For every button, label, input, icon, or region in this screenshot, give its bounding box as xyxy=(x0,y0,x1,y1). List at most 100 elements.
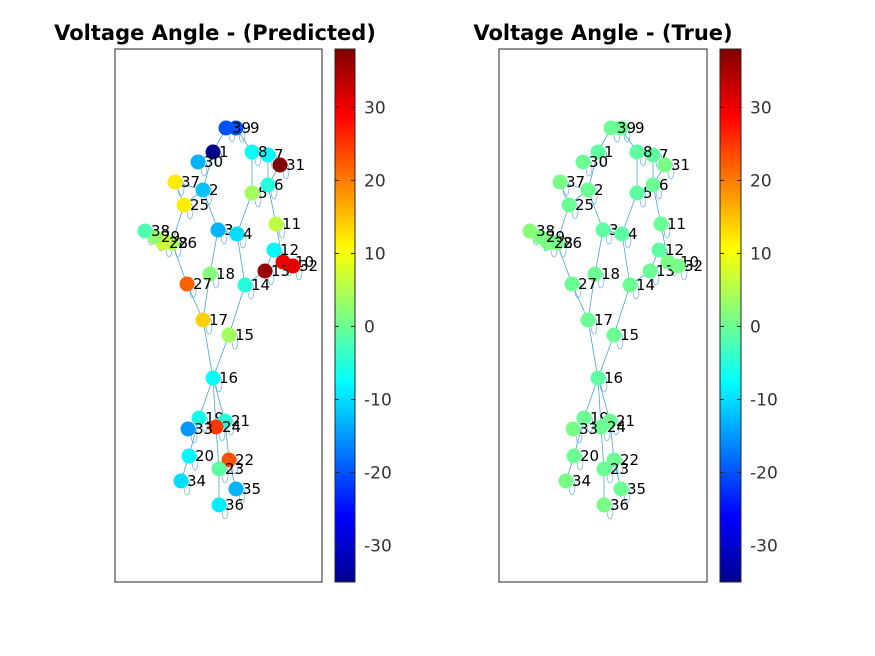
node-8 xyxy=(629,144,645,160)
node-2 xyxy=(580,182,596,198)
edge-4-14 xyxy=(236,233,246,286)
node-6 xyxy=(260,177,276,193)
chart-predicted: Voltage Angle - (Predicted) 123 45 6789101… xyxy=(54,21,392,583)
network-nodes: 123 45 67891011121314151617181920212223242… xyxy=(137,119,318,514)
node-33 xyxy=(565,421,581,437)
node-34 xyxy=(558,473,574,489)
node-label-29: 29 xyxy=(161,228,180,246)
node-label-31: 31 xyxy=(286,156,305,174)
node-label-14: 14 xyxy=(636,276,655,294)
node-label-27: 27 xyxy=(578,275,597,293)
node-label-25: 25 xyxy=(190,196,209,214)
node-31 xyxy=(272,157,288,173)
colorbar-ticks: 30 20 10 0 -10 -20 -30 xyxy=(335,98,392,556)
node-39 xyxy=(603,120,619,136)
colorbar-tick-label: -30 xyxy=(364,536,392,556)
node-36 xyxy=(211,497,227,513)
node-4 xyxy=(614,226,630,242)
node-11 xyxy=(268,216,284,232)
node-7 xyxy=(645,147,661,163)
node-label-32: 32 xyxy=(299,257,318,275)
edge-16-17 xyxy=(202,319,214,379)
colorbar-tick-label: -10 xyxy=(364,390,392,410)
node-label-28: 28 xyxy=(169,234,188,252)
node-35 xyxy=(228,481,244,497)
node-17 xyxy=(195,312,211,328)
node-38 xyxy=(522,223,538,239)
node-13 xyxy=(642,263,658,279)
node-31 xyxy=(657,157,673,173)
node-35 xyxy=(613,481,629,497)
edge-17-18 xyxy=(587,273,596,321)
node-label-33: 33 xyxy=(194,420,213,438)
node-22 xyxy=(221,452,237,468)
colorbar-tick-label: -20 xyxy=(364,463,392,483)
node-30 xyxy=(190,154,206,170)
node-1 xyxy=(590,144,606,160)
node-27 xyxy=(179,276,195,292)
edge-16-24 xyxy=(212,377,217,428)
node-8 xyxy=(244,144,260,160)
node-label-11: 11 xyxy=(282,215,301,233)
node-label-34: 34 xyxy=(187,472,206,490)
node-15 xyxy=(606,327,622,343)
node-label-8: 8 xyxy=(258,143,268,161)
network-nodes: 123 45 67891011121314151617181920212223242… xyxy=(522,119,703,514)
node-16 xyxy=(590,370,606,386)
node-label-32: 32 xyxy=(684,257,703,275)
node-3 xyxy=(595,222,611,238)
colorbar-tick-label: -20 xyxy=(750,463,778,483)
chart-title: Voltage Angle - (Predicted) xyxy=(54,21,376,45)
node-label-7: 7 xyxy=(659,146,669,164)
node-label-34: 34 xyxy=(572,472,591,490)
colorbar-tick-label: 20 xyxy=(750,171,772,191)
node-12 xyxy=(266,242,282,258)
colorbar-tick-label: 10 xyxy=(750,244,772,264)
edge-17-18 xyxy=(202,273,211,321)
node-25 xyxy=(561,197,577,213)
node-label-21: 21 xyxy=(231,412,250,430)
edge-16-17 xyxy=(587,319,599,379)
node-label-4: 4 xyxy=(243,225,253,243)
node-label-15: 15 xyxy=(235,326,254,344)
node-4 xyxy=(229,226,245,242)
node-label-16: 16 xyxy=(604,369,623,387)
edge-16-24 xyxy=(597,377,602,428)
node-label-35: 35 xyxy=(242,480,261,498)
node-7 xyxy=(260,147,276,163)
colorbar-tick-label: 30 xyxy=(364,98,386,118)
node-27 xyxy=(564,276,580,292)
node-label-26: 26 xyxy=(178,234,197,252)
node-label-36: 36 xyxy=(610,496,629,514)
node-23 xyxy=(211,461,227,477)
node-label-4: 4 xyxy=(628,225,638,243)
colorbar: 30 20 10 0 -10 -20 -30 xyxy=(334,48,392,583)
node-label-9: 9 xyxy=(635,119,645,137)
node-15 xyxy=(221,327,237,343)
node-label-20: 20 xyxy=(580,447,599,465)
node-17 xyxy=(580,312,596,328)
node-label-3: 3 xyxy=(224,221,234,239)
node-label-12: 12 xyxy=(280,241,299,259)
node-label-1: 1 xyxy=(219,143,229,161)
node-label-14: 14 xyxy=(251,276,270,294)
node-5 xyxy=(629,185,645,201)
node-25 xyxy=(176,197,192,213)
node-label-13: 13 xyxy=(656,262,675,280)
node-label-35: 35 xyxy=(627,480,646,498)
node-label-15: 15 xyxy=(620,326,639,344)
node-30 xyxy=(575,154,591,170)
edge-14-15 xyxy=(228,284,246,336)
node-label-37: 37 xyxy=(566,173,585,191)
node-label-6: 6 xyxy=(659,176,669,194)
node-label-2: 2 xyxy=(594,181,604,199)
colorbar: 30 20 10 0 -10 -20 -30 xyxy=(719,48,778,583)
node-label-30: 30 xyxy=(589,153,608,171)
node-38 xyxy=(137,223,153,239)
node-label-20: 20 xyxy=(195,447,214,465)
node-label-1: 1 xyxy=(604,143,614,161)
chart-title: Voltage Angle - (True) xyxy=(473,21,732,45)
node-label-22: 22 xyxy=(620,451,639,469)
edge-15-16 xyxy=(597,334,615,379)
node-label-2: 2 xyxy=(209,181,219,199)
